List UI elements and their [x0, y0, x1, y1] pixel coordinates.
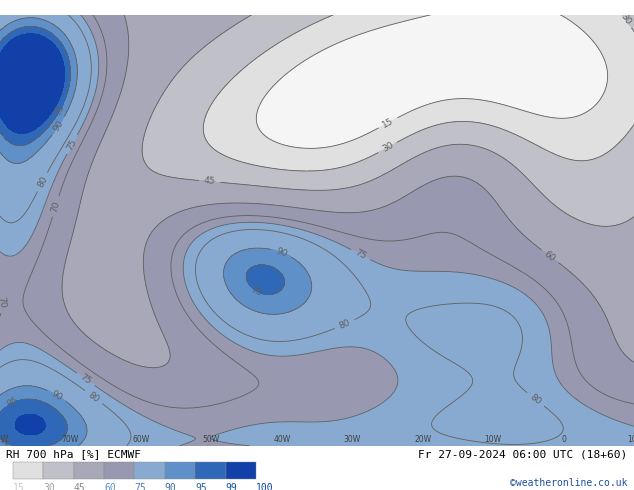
Text: 90: 90	[165, 483, 177, 490]
Text: 90: 90	[51, 119, 65, 133]
Text: Fr 27-09-2024 06:00 UTC (18+60): Fr 27-09-2024 06:00 UTC (18+60)	[418, 449, 628, 460]
Text: 80W: 80W	[0, 435, 9, 443]
Bar	[226, 462, 256, 479]
Text: 75: 75	[79, 372, 93, 387]
Text: 0: 0	[561, 435, 566, 443]
Text: ©weatheronline.co.uk: ©weatheronline.co.uk	[510, 478, 628, 488]
Text: 15: 15	[381, 116, 395, 129]
Bar	[195, 462, 226, 479]
Text: 60: 60	[104, 483, 116, 490]
Bar	[13, 462, 43, 479]
Text: 75: 75	[65, 137, 79, 152]
Text: 40W: 40W	[273, 435, 290, 443]
Text: 95: 95	[0, 435, 11, 448]
Text: 45: 45	[74, 483, 86, 490]
Text: 75: 75	[354, 248, 368, 261]
Bar	[43, 462, 74, 479]
Text: 30: 30	[618, 12, 632, 26]
Text: 99: 99	[226, 483, 238, 490]
Text: 15: 15	[13, 483, 25, 490]
Text: 70: 70	[49, 200, 61, 213]
Text: 95: 95	[6, 396, 20, 409]
Bar	[74, 462, 104, 479]
Text: 95: 95	[53, 103, 67, 117]
Bar	[165, 462, 195, 479]
Text: 20W: 20W	[414, 435, 431, 443]
Text: 70W: 70W	[62, 435, 79, 443]
Text: 100: 100	[256, 483, 274, 490]
Text: 60W: 60W	[133, 435, 150, 443]
Text: 80: 80	[86, 390, 101, 404]
Text: 95: 95	[195, 483, 207, 490]
Text: 95: 95	[250, 285, 264, 298]
Text: RH 700 hPa [%] ECMWF: RH 700 hPa [%] ECMWF	[6, 449, 141, 460]
Text: 80: 80	[36, 175, 49, 189]
Text: 90: 90	[50, 389, 64, 402]
Text: 30: 30	[43, 483, 55, 490]
Text: 45: 45	[204, 176, 216, 186]
Text: 75: 75	[134, 483, 146, 490]
Text: 30: 30	[380, 141, 395, 154]
Text: 70: 70	[0, 296, 7, 309]
Bar	[134, 462, 165, 479]
Text: 90: 90	[275, 246, 288, 259]
Text: 30W: 30W	[344, 435, 361, 443]
Text: 10E: 10E	[627, 435, 634, 443]
Text: 50W: 50W	[203, 435, 220, 443]
Text: 60: 60	[543, 249, 557, 263]
Text: 10W: 10W	[484, 435, 501, 443]
Text: 80: 80	[528, 392, 543, 406]
Text: 80: 80	[338, 318, 352, 331]
Bar	[104, 462, 134, 479]
